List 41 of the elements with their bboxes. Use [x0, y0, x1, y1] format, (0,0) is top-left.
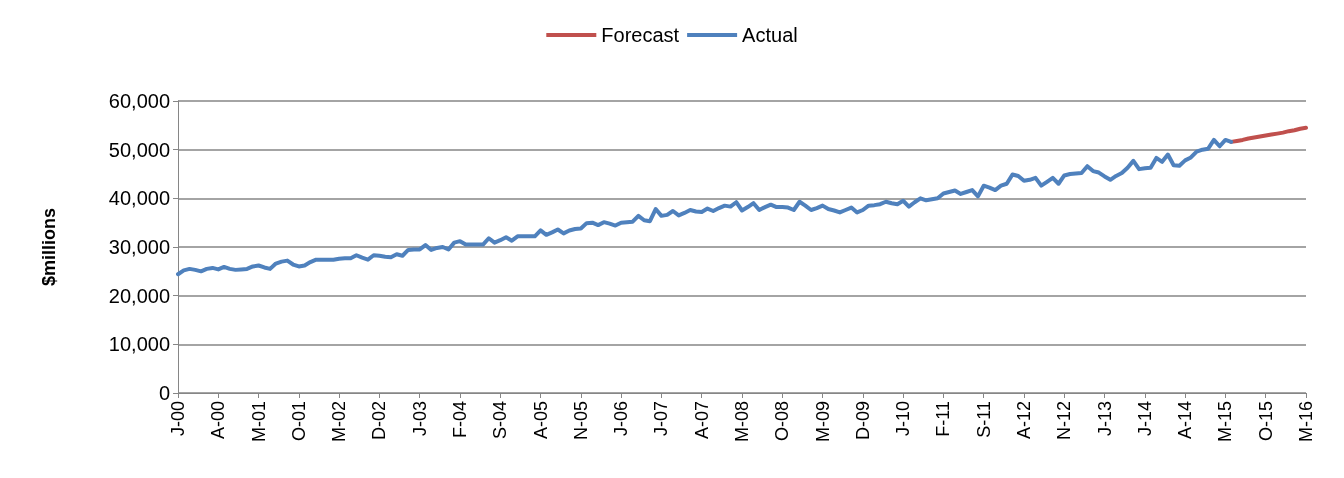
x-tick-label: A-14 — [1175, 401, 1196, 440]
x-tick-label: J-14 — [1134, 401, 1155, 437]
x-tick-label: S-11 — [973, 401, 994, 438]
x-tick-label: O-15 — [1255, 401, 1276, 442]
x-tick-label: A-07 — [691, 401, 712, 440]
x-tick-label: S-04 — [490, 401, 511, 440]
x-tick-label: F-04 — [450, 401, 470, 439]
x-tick-label: F-11 — [933, 401, 954, 437]
y-tick-label: 0 — [158, 382, 170, 404]
line-series — [1229, 125, 1308, 144]
legend-label: Actual — [742, 24, 798, 46]
x-tick-label: O-08 — [772, 401, 793, 442]
x-tick-label: A-00 — [208, 401, 229, 440]
x-tick-label: N-12 — [1054, 401, 1075, 441]
x-tick-label: M-16 — [1296, 401, 1316, 443]
x-tick-label: J-07 — [651, 401, 672, 437]
x-tick-label: M-02 — [329, 401, 350, 443]
x-tick-label: D-09 — [852, 401, 873, 441]
x-tick-label: O-01 — [288, 401, 309, 442]
x-tick-label: M-09 — [812, 401, 833, 443]
x-tick-label: N-05 — [570, 401, 591, 441]
y-tick-label: 20,000 — [108, 284, 170, 307]
y-tick-label: 30,000 — [108, 236, 170, 258]
x-tick-label: M-01 — [248, 401, 269, 443]
y-axis-title: $millions — [39, 207, 59, 287]
x-tick-label: M-08 — [732, 401, 752, 443]
line-series — [176, 137, 1234, 277]
y-tick-label: 60,000 — [108, 90, 170, 112]
x-tick-label: A-05 — [530, 401, 551, 440]
y-tick-label: 50,000 — [108, 138, 170, 161]
y-tick-label: 10,000 — [108, 333, 170, 356]
x-tick-label: J-13 — [1094, 401, 1115, 437]
x-tick-label: A-12 — [1014, 401, 1034, 440]
y-tick-label: 40,000 — [108, 187, 170, 210]
x-tick-label: M-15 — [1215, 401, 1236, 443]
x-tick-label: J-03 — [409, 401, 430, 437]
x-tick-label: J-06 — [611, 401, 632, 437]
x-tick-label: J-00 — [168, 401, 188, 437]
legend-label: Forecast — [601, 24, 680, 46]
x-tick-label: J-10 — [893, 401, 914, 437]
x-tick-label: D-02 — [369, 401, 390, 441]
